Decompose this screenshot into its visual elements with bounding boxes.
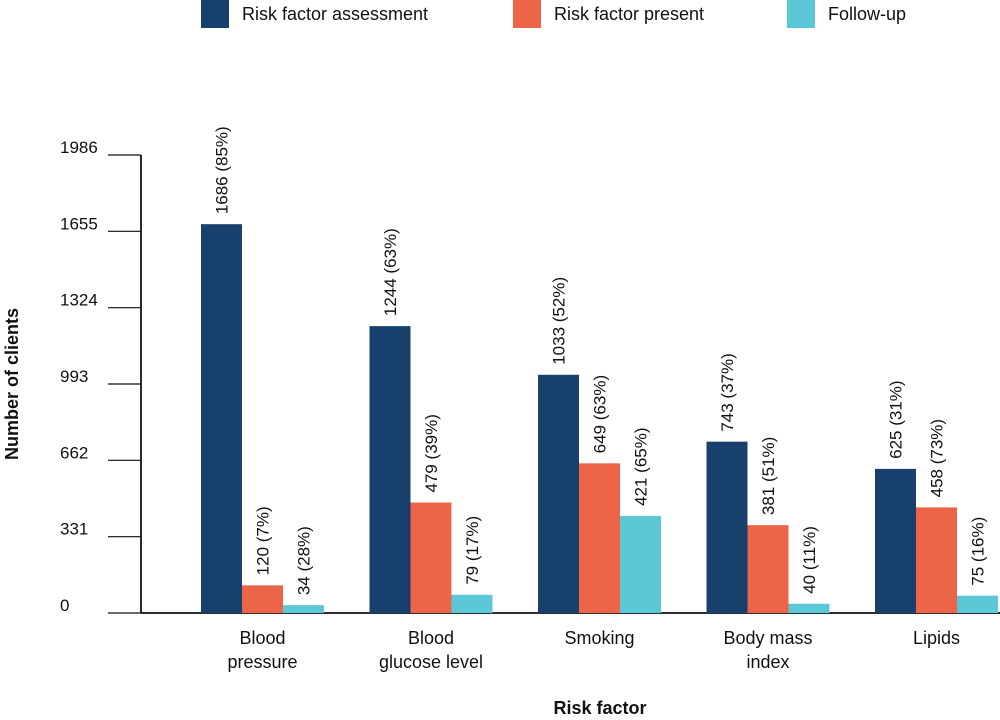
y-tick-label: 1986 [60, 138, 98, 157]
data-label: 40 (11%) [800, 526, 819, 594]
y-tick-label: 331 [60, 520, 88, 539]
y-tick-label: 0 [60, 596, 69, 615]
data-label: 1686 (85%) [213, 126, 232, 214]
x-axis: Blood pressure Blood glucose level Smoking Bo… [141, 612, 1000, 672]
bar [242, 585, 283, 613]
x-category-label: index [746, 652, 789, 672]
bars [201, 224, 998, 613]
bar [579, 463, 620, 613]
bar [957, 595, 998, 613]
data-label: 479 (39%) [422, 414, 441, 492]
x-category-label: Blood [408, 628, 454, 648]
legend-label: Follow-up [828, 4, 906, 24]
data-label: 743 (37%) [718, 353, 737, 431]
y-axis: 0 331 662 993 1324 1655 1986 [60, 138, 142, 615]
bar [747, 525, 789, 613]
x-category-label: Body mass [723, 628, 812, 648]
data-label: 421 (65%) [632, 427, 651, 505]
bar [410, 502, 452, 613]
bar [369, 326, 411, 613]
bar [283, 605, 324, 613]
legend-label: Risk factor assessment [242, 4, 428, 24]
bar [916, 507, 957, 613]
y-tick-label: 1324 [60, 291, 98, 310]
legend: Risk factor assessment Risk factor presen… [201, 0, 906, 28]
bar [875, 468, 916, 613]
bar [538, 374, 579, 613]
x-axis-title: Risk factor [553, 698, 646, 718]
data-label: 75 (16%) [969, 517, 988, 586]
bar [620, 515, 661, 613]
data-label: 458 (73%) [928, 419, 947, 497]
bar [451, 594, 493, 613]
legend-swatch [513, 0, 541, 28]
y-tick-label: 1655 [60, 214, 98, 233]
y-axis-title: Number of clients [2, 308, 22, 460]
x-category-label: Smoking [564, 628, 634, 648]
data-label: 120 (7%) [254, 506, 273, 575]
y-tick-label: 993 [60, 367, 88, 386]
x-category-label: Blood [239, 628, 285, 648]
data-label: 381 (51%) [759, 437, 778, 515]
x-category-label: pressure [227, 652, 297, 672]
legend-swatch [787, 0, 815, 28]
y-tick-label: 662 [60, 443, 88, 462]
data-label: 1033 (52%) [550, 277, 569, 365]
data-labels: 1686 (85%) 120 (7%) 34 (28%) 1244 (63%) 479 … [213, 126, 988, 595]
bar [788, 603, 830, 613]
data-label: 79 (17%) [463, 516, 482, 585]
data-label: 34 (28%) [295, 526, 314, 595]
x-category-label: Lipids [913, 628, 960, 648]
legend-label: Risk factor present [554, 4, 704, 24]
x-category-label: glucose level [379, 652, 483, 672]
data-label: 625 (31%) [887, 380, 906, 458]
legend-swatch [201, 0, 229, 28]
bar [201, 224, 242, 613]
data-label: 649 (63%) [591, 375, 610, 453]
bar [706, 441, 748, 613]
data-label: 1244 (63%) [381, 228, 400, 316]
